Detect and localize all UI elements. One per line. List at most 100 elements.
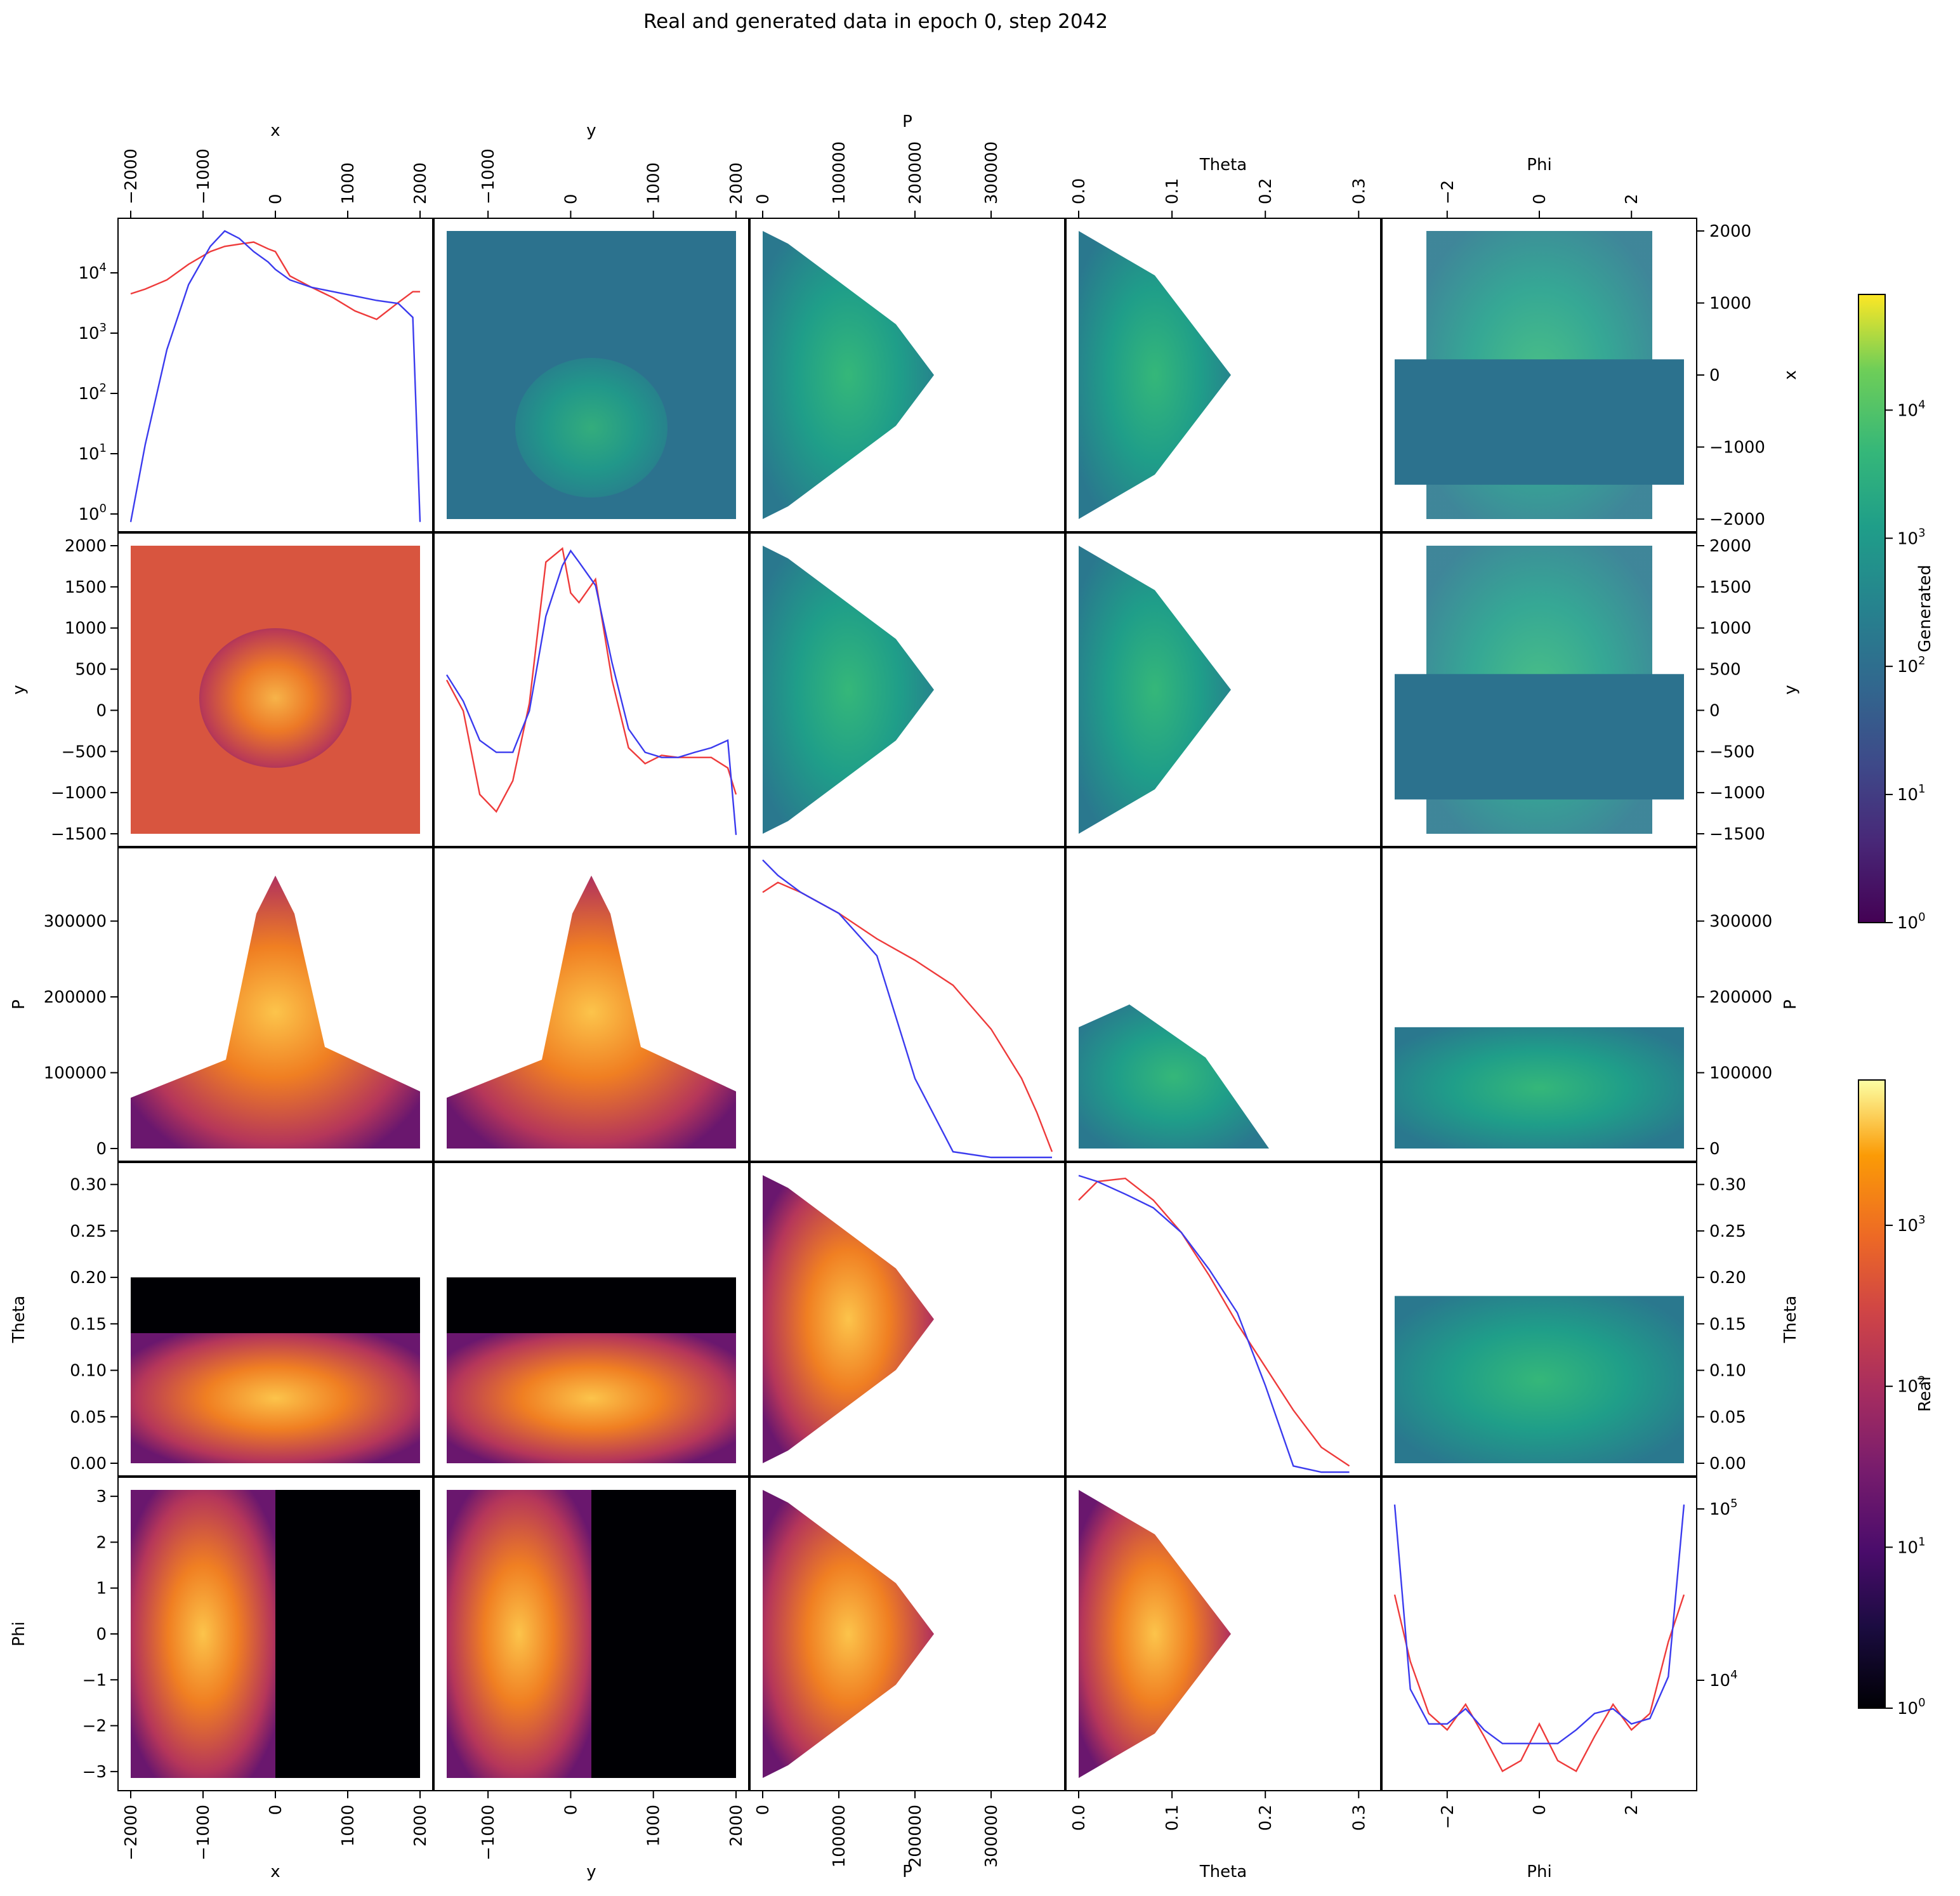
panel-P-vs-Theta — [1065, 847, 1381, 1162]
top-tick-label: 1000 — [339, 162, 358, 204]
left-tick-label: 0.05 — [70, 1408, 107, 1427]
colorbar-tick-label: 101 — [1897, 1535, 1926, 1557]
bottom-tick-label: 0.3 — [1350, 1805, 1369, 1831]
density-region — [1079, 231, 1231, 519]
panel-x-vs-Theta — [1065, 218, 1381, 532]
top-tick-label: 1000 — [645, 162, 664, 204]
left-tick-label: 0.10 — [70, 1362, 107, 1381]
panel-x-vs-P — [749, 218, 1065, 532]
left-tick-label: 300000 — [44, 912, 107, 932]
density-core — [515, 358, 668, 497]
left-tick-label: 0.25 — [70, 1222, 107, 1241]
panel-x-vs-x — [117, 218, 433, 532]
right-tick-label: 100000 — [1709, 1064, 1772, 1083]
left-axis-label: y — [10, 685, 29, 694]
density-region — [763, 1490, 934, 1778]
panel-frame — [433, 847, 749, 1162]
top-tick-label: 200000 — [906, 142, 925, 204]
density-region — [763, 231, 934, 519]
left-tick-label: 0 — [96, 1625, 107, 1644]
axes-labels: −2000−2000−1000−1000001000100020002000xx… — [10, 112, 1800, 1881]
bottom-tick-label: 0 — [562, 1805, 581, 1815]
right-tick-label: 1500 — [1709, 578, 1751, 597]
right-tick-label: 0.15 — [1709, 1315, 1746, 1334]
panel-frame — [1065, 847, 1381, 1162]
bottom-tick-label: −2000 — [122, 1805, 141, 1860]
density-region — [1395, 1027, 1684, 1149]
panel-x-vs-Phi — [1381, 218, 1697, 532]
panel-frame — [1065, 532, 1381, 847]
right-tick-label: 500 — [1709, 661, 1741, 680]
right-tick-label: 0.00 — [1709, 1454, 1746, 1473]
right-tick-label: 0 — [1709, 366, 1720, 385]
bottom-tick-label: 0.2 — [1256, 1805, 1275, 1831]
colorbar-real-label: Real — [1916, 1376, 1935, 1412]
right-tick-label: 0 — [1709, 1140, 1720, 1159]
real-histogram-line — [1393, 1594, 1685, 1772]
top-tick-label: 0 — [562, 194, 581, 204]
top-axis-label: P — [902, 112, 912, 131]
panel-P-vs-Phi — [1381, 847, 1697, 1162]
left-tick-label: −1 — [82, 1671, 107, 1690]
right-tick-label: 0.10 — [1709, 1362, 1746, 1381]
panel-frame — [1065, 1162, 1381, 1477]
left-tick-label: 0.00 — [70, 1454, 107, 1473]
panel-frame — [1381, 532, 1697, 847]
left-tick-label: 200000 — [44, 988, 107, 1007]
left-tick-label: 3 — [96, 1487, 107, 1506]
left-tick-label: −1500 — [51, 825, 107, 844]
panel-Theta-vs-Theta — [1065, 1162, 1381, 1477]
bottom-axis-label: y — [586, 1862, 596, 1881]
top-tick-label: −2000 — [122, 148, 141, 204]
colorbar-tick-label: 102 — [1897, 1374, 1926, 1397]
density-core — [199, 628, 352, 768]
panel-Theta-vs-y — [433, 1162, 749, 1477]
left-tick-label: 1000 — [65, 619, 107, 638]
density-region — [447, 875, 736, 1149]
left-tick-label: −2 — [82, 1717, 107, 1736]
bottom-tick-label: −2 — [1438, 1805, 1457, 1829]
right-tick-label: 0.05 — [1709, 1408, 1746, 1427]
left-tick-label: 1500 — [65, 578, 107, 597]
top-tick-label: 2000 — [727, 162, 746, 204]
top-tick-label: −2 — [1438, 180, 1457, 204]
panel-Theta-vs-Phi — [1381, 1162, 1697, 1477]
bottom-axis-label: x — [270, 1862, 280, 1881]
bottom-axis-label: P — [902, 1862, 912, 1881]
panel-frame — [117, 1162, 433, 1477]
histogram-Theta — [1065, 1162, 1381, 1477]
right-tick-label: 105 — [1709, 1497, 1738, 1519]
right-tick-label: 104 — [1709, 1668, 1738, 1690]
real-histogram-line — [762, 881, 1053, 1152]
right-tick-label: 300000 — [1709, 912, 1772, 932]
bottom-tick-label: 200000 — [906, 1805, 925, 1867]
density-region — [131, 1490, 275, 1778]
panel-frame — [749, 1477, 1065, 1791]
histogram-Phi — [1381, 1477, 1697, 1791]
panel-Phi-vs-x — [117, 1477, 433, 1791]
panel-frame — [433, 1162, 749, 1477]
colorbar-generated-gradient — [1858, 294, 1886, 923]
top-axis-label: Theta — [1199, 155, 1247, 174]
left-tick-label: 101 — [78, 442, 107, 464]
left-tick-label: 2 — [96, 1533, 107, 1552]
top-tick-label: 2000 — [411, 162, 430, 204]
top-tick-label: 0.1 — [1163, 178, 1182, 204]
right-tick-label: −1000 — [1709, 438, 1765, 458]
generated-histogram-line — [762, 859, 1052, 1159]
right-tick-label: 2000 — [1709, 222, 1751, 241]
panel-frame — [749, 218, 1065, 532]
panel-P-vs-x — [117, 847, 433, 1162]
bottom-tick-label: 0.1 — [1163, 1805, 1182, 1831]
right-tick-label: −500 — [1709, 742, 1754, 761]
colorbar-generated: 100 101 102 103 104 Generated — [1858, 294, 1935, 933]
bottom-tick-label: 0 — [754, 1805, 773, 1815]
panel-frame — [117, 847, 433, 1162]
right-tick-label: 0.20 — [1709, 1268, 1746, 1287]
left-axis-label: P — [10, 999, 29, 1010]
real-histogram-line — [445, 547, 737, 813]
panel-frame — [433, 532, 749, 847]
panel-x-vs-y — [433, 218, 749, 532]
panel-frame — [1065, 1477, 1381, 1791]
top-tick-label: −1000 — [479, 148, 498, 204]
